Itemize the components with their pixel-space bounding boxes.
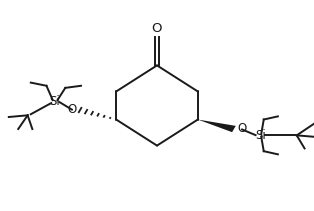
Polygon shape — [198, 119, 236, 132]
Text: O: O — [238, 122, 247, 135]
Text: O: O — [67, 103, 76, 116]
Text: O: O — [152, 22, 162, 35]
Text: Si: Si — [49, 95, 60, 108]
Text: Si: Si — [255, 129, 266, 142]
